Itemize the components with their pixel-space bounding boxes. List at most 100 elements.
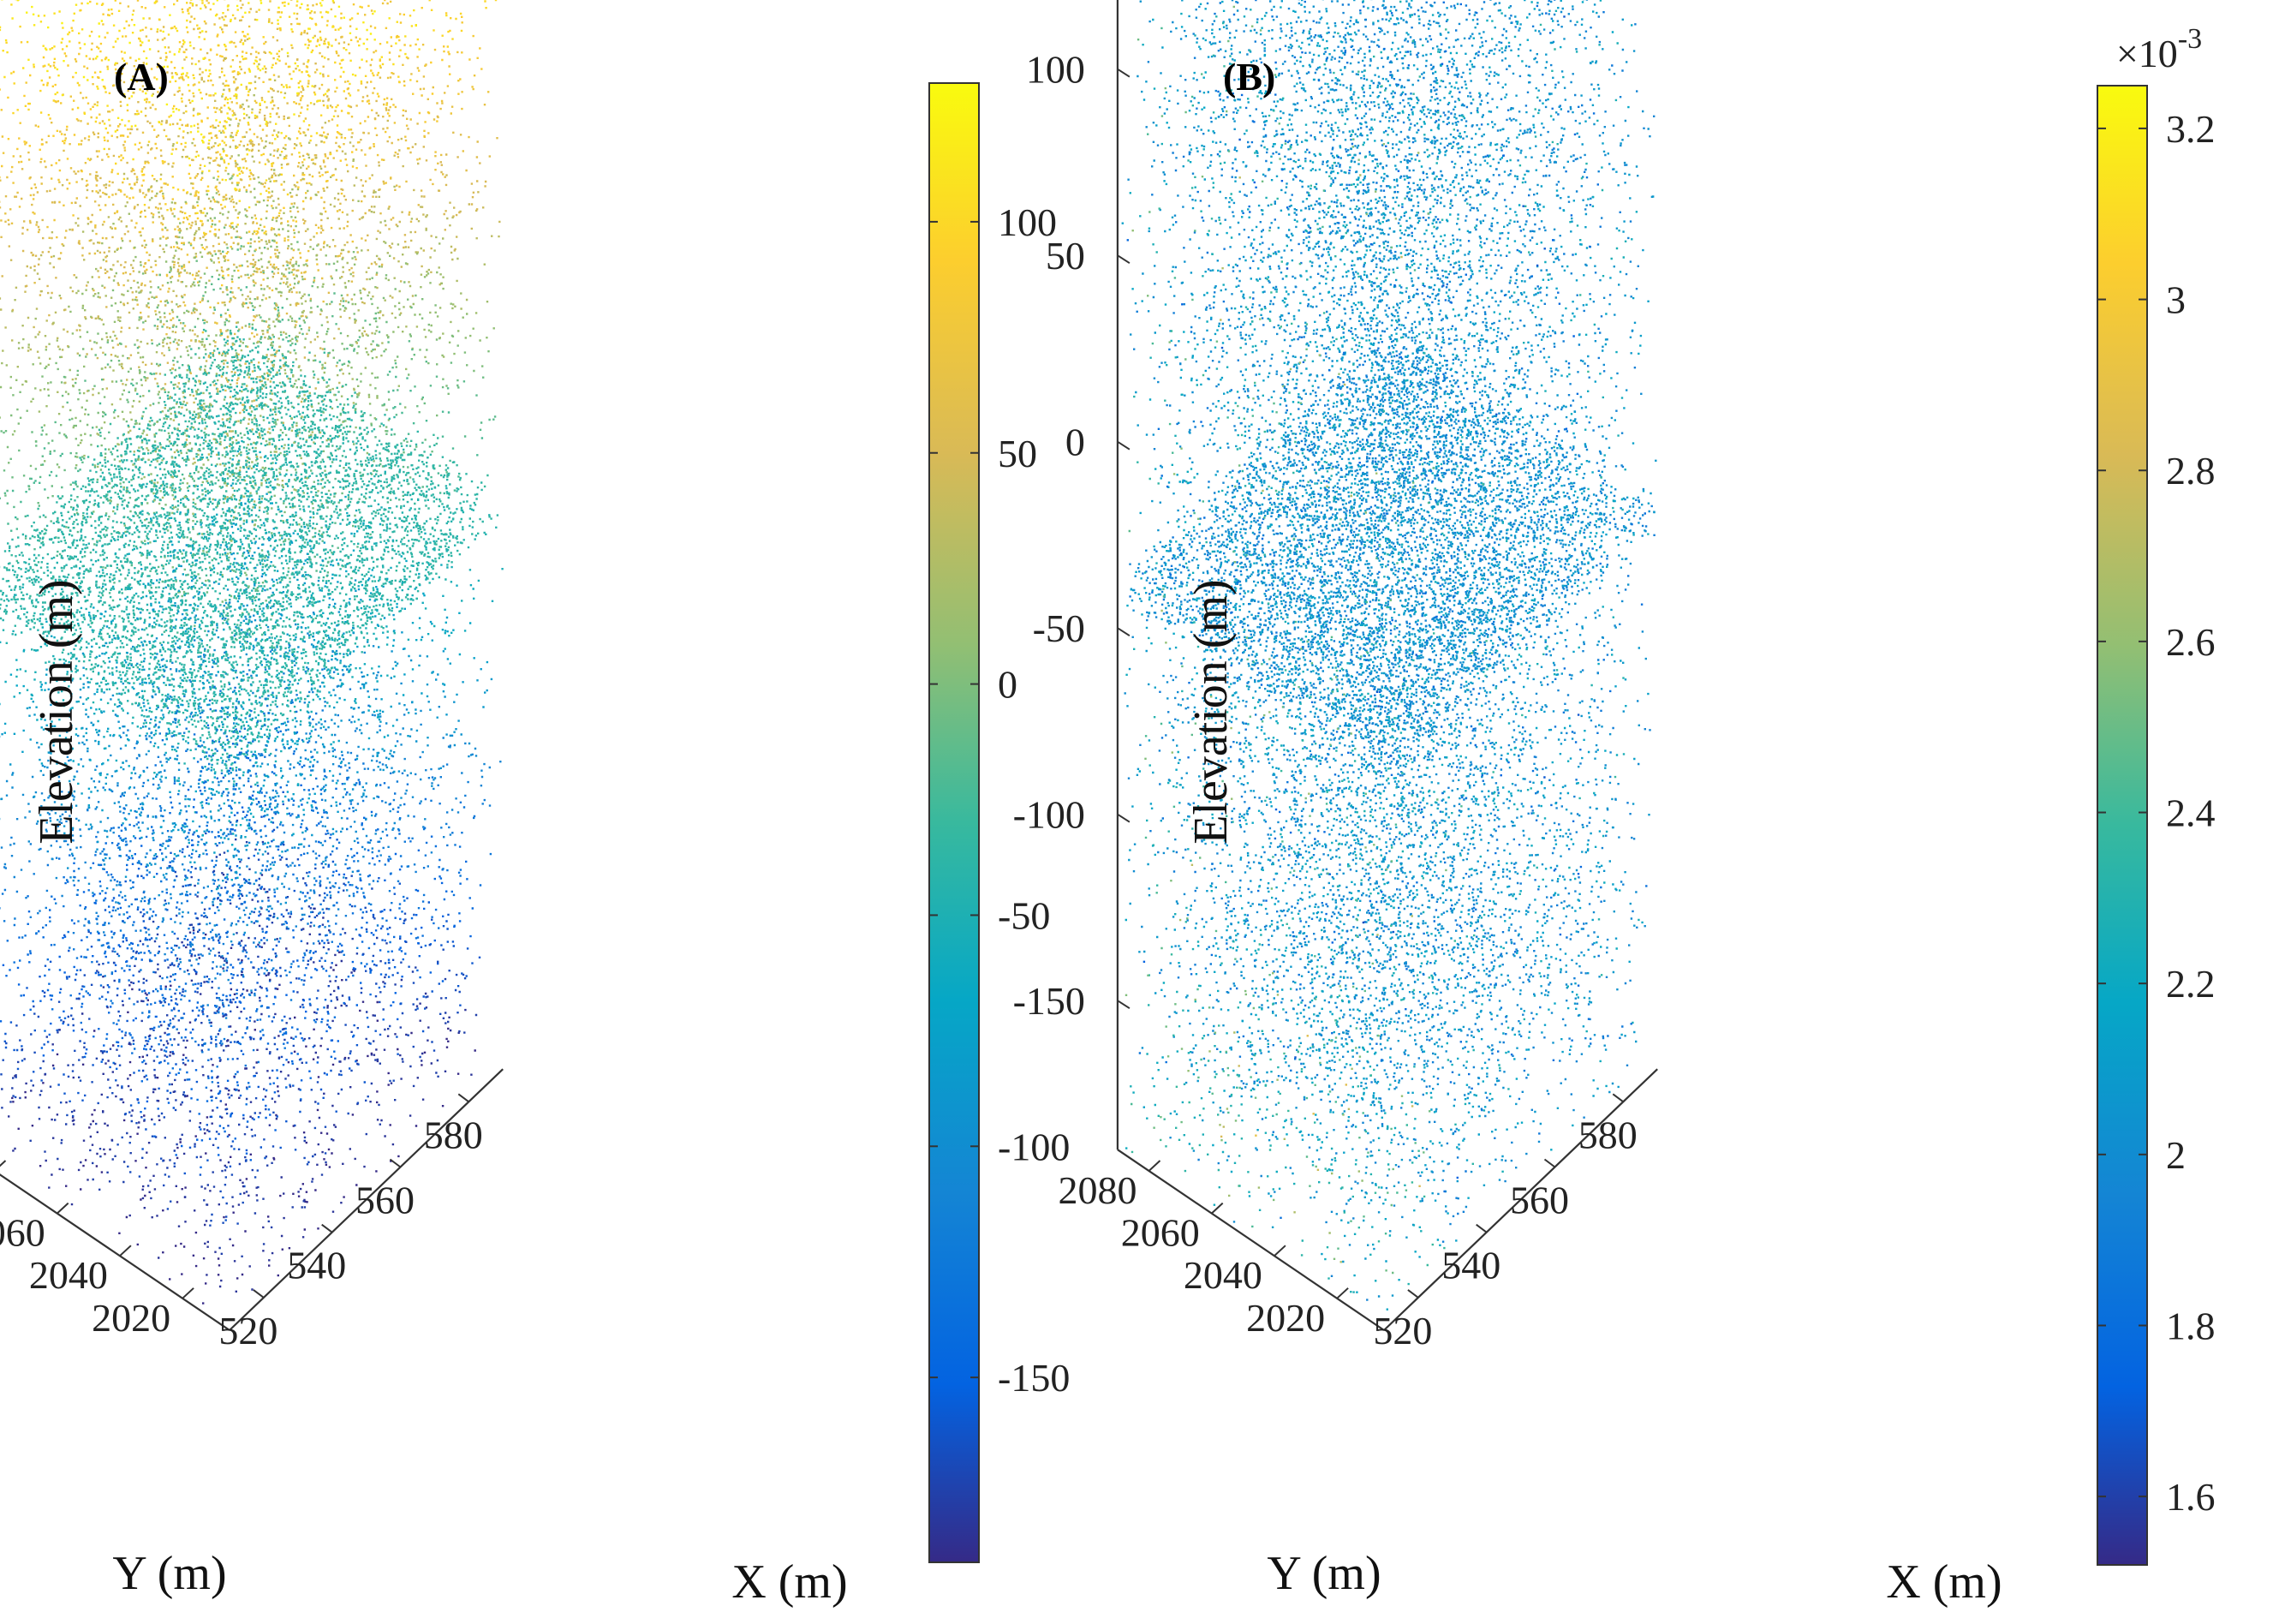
x-axis-label: X (m): [731, 1555, 847, 1609]
y-tick-mark: [1211, 1202, 1224, 1215]
point-group: [3, 484, 489, 905]
x-tick-label: 580: [424, 1113, 483, 1156]
colorbar: 100 50 0 -50 -100 -150: [928, 82, 1070, 1563]
y-tick-label: 2080: [1059, 1168, 1137, 1212]
z-tick-mark: [1117, 254, 1131, 265]
colorbar-tick-label: -50: [998, 893, 1050, 937]
z-tick-label: -50: [1033, 606, 1085, 650]
x-tick-mark: [1543, 1158, 1556, 1168]
z-tick-mark: [1117, 68, 1131, 78]
colorbar-tick-label: -100: [998, 1125, 1070, 1168]
z-tick-mark: [1117, 1000, 1131, 1010]
colorbar-tick-label: 1.8: [2166, 1304, 2216, 1347]
point-group: [0, 325, 499, 772]
panel-a: 100500-50-100-15020202040206020805205405…: [0, 0, 1070, 1609]
point-group: [0, 540, 471, 976]
x-axis-line: [1383, 1068, 1658, 1331]
point-group: [5, 308, 489, 722]
point-group: [2, 348, 498, 791]
x-tick-mark: [1612, 1093, 1624, 1103]
x-tick-mark: [1407, 1289, 1419, 1299]
y-tick-label: 2040: [29, 1253, 108, 1297]
y-tick-mark: [1336, 1287, 1349, 1299]
y-tick-mark: [57, 1202, 69, 1215]
x-tick-mark: [321, 1223, 333, 1233]
z-tick-mark: [1117, 627, 1131, 637]
z-tick-label: -100: [1013, 793, 1085, 837]
colorbar-tick-label: 2.2: [2166, 962, 2216, 1006]
y-tick-label: 2040: [1184, 1253, 1262, 1297]
y-tick-mark: [1148, 1160, 1161, 1172]
y-axis-line: [0, 1173, 230, 1331]
point-group: [0, 0, 490, 337]
colorbar-tick-label: 2.6: [2166, 620, 2216, 664]
y-tick-label: 2020: [92, 1296, 170, 1340]
y-axis-label: Y (m): [1267, 1547, 1381, 1600]
colorbar-tick-label: 100: [998, 200, 1057, 244]
point-group: [1255, 1134, 1257, 1137]
z-axis-label: Elevation (m): [30, 579, 83, 844]
point-group: [0, 57, 500, 499]
colorbar-tick-label: 3.2: [2166, 107, 2216, 151]
x-tick-mark: [457, 1093, 469, 1103]
colorbar-tick-label: -150: [998, 1356, 1070, 1400]
colorbar-gradient: [928, 82, 980, 1563]
y-tick-mark: [119, 1245, 132, 1257]
point-group: [1362, 705, 1380, 924]
y-tick-label: 2060: [1121, 1211, 1200, 1255]
panel-label: (B): [1223, 55, 1275, 99]
z-tick-mark: [1117, 440, 1131, 451]
axes: 100500-50-100-15020202040206020805205405…: [0, 579, 848, 1609]
panel-b: 100500-50-100-15020202040206020805205405…: [1013, 0, 2216, 1609]
colorbar-tick-label: 1.6: [2166, 1475, 2216, 1519]
x-axis-line: [229, 1068, 504, 1331]
point-cloud: [0, 0, 504, 1305]
x-tick-label: 540: [1441, 1244, 1500, 1287]
point-group: [11, 904, 476, 1305]
x-tick-label: 560: [355, 1179, 415, 1222]
x-axis-label: X (m): [1886, 1555, 2002, 1609]
y-tick-label: 2060: [0, 1211, 45, 1255]
point-group: [1318, 540, 1321, 543]
z-tick-label: 100: [1026, 48, 1085, 92]
z-tick-mark: [1117, 813, 1131, 823]
point-cloud: [1121, 0, 1657, 1311]
point-group: [1160, 152, 1420, 1234]
colorbar-multiplier: ×10-3: [2116, 23, 2202, 75]
colorbar-tick-label: 50: [998, 432, 1037, 475]
point-group: [1131, 143, 1404, 1182]
y-axis-label: Y (m): [112, 1547, 226, 1600]
z-tick-label: 50: [1046, 234, 1085, 278]
panel-label: (A): [114, 55, 169, 99]
colorbar-gradient: [2097, 85, 2148, 1566]
colorbar-tick-label: 2: [2166, 1133, 2186, 1177]
z-axis-label: Elevation (m): [1184, 579, 1238, 844]
point-group: [0, 0, 486, 355]
z-tick-label: 0: [1065, 421, 1085, 464]
point-group: [1128, 73, 1473, 1250]
y-axis-line: [1117, 1149, 1385, 1331]
x-tick-label: 540: [287, 1244, 346, 1287]
point-group: [1, 8, 487, 433]
x-tick-label: 520: [1373, 1309, 1432, 1352]
point-group: [0, 819, 467, 1227]
z-tick-label: -150: [1013, 979, 1085, 1023]
x-tick-mark: [1476, 1223, 1488, 1233]
x-tick-label: 520: [218, 1309, 277, 1352]
colorbar-tick-label: 2.8: [2166, 449, 2216, 493]
colorbar-tick-label: 0: [998, 663, 1017, 707]
axes: 100500-50-100-15020202040206020805205405…: [1013, 0, 2002, 1609]
point-group: [0, 0, 483, 317]
x-tick-mark: [389, 1158, 402, 1168]
colorbar-tick-label: 2.4: [2166, 791, 2216, 835]
colorbar: 3.2 3 2.8 2.6 2.4 2.2 2 1.8 1.6 ×10-3: [2097, 23, 2216, 1566]
colorbar-tick-label: 3: [2166, 278, 2186, 322]
x-tick-label: 560: [1510, 1179, 1569, 1222]
y-tick-mark: [1274, 1245, 1286, 1257]
point-group: [0, 0, 448, 224]
x-tick-label: 580: [1578, 1113, 1638, 1156]
point-group: [8, 874, 473, 1293]
y-tick-mark: [0, 1160, 7, 1167]
y-tick-label: 2020: [1246, 1296, 1325, 1340]
